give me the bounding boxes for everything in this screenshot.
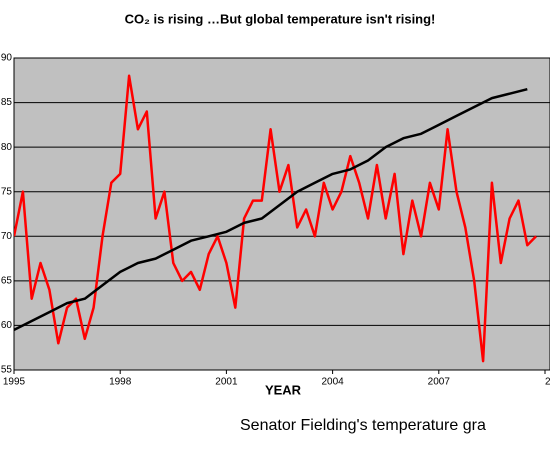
y-tick-label: 90 — [1, 53, 13, 64]
y-tick-label: 55 — [1, 365, 13, 376]
x-tick-label: 2004 — [321, 377, 344, 388]
y-tick-label: 80 — [1, 142, 13, 153]
x-axis-label: YEAR — [265, 382, 302, 397]
caption: Senator Fielding's temperature gra — [240, 417, 486, 434]
x-tick-label: 201 — [545, 377, 550, 388]
x-tick-label: 2001 — [215, 377, 238, 388]
x-tick-label: 1995 — [3, 377, 26, 388]
x-tick-label: 1998 — [109, 377, 132, 388]
x-tick-label: 2007 — [428, 377, 451, 388]
series-line — [14, 87, 528, 332]
plot-area — [13, 57, 550, 371]
y-tick-label: 75 — [1, 186, 13, 197]
chart-title: CO₂ is rising …But global temperature is… — [125, 11, 436, 26]
y-tick-label: 85 — [1, 97, 13, 108]
series-line — [14, 74, 537, 363]
y-tick-label: 70 — [1, 231, 13, 242]
y-tick-label: 60 — [1, 320, 13, 331]
y-tick-label: 65 — [1, 275, 13, 286]
